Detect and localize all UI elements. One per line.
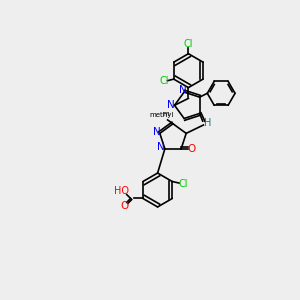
Text: N: N [157,142,165,152]
Text: H: H [204,118,211,128]
Text: HO: HO [114,186,129,196]
Text: Cl: Cl [178,179,188,189]
Text: methyl: methyl [149,112,174,118]
Text: N: N [179,85,187,95]
Text: Cl: Cl [160,76,169,86]
Text: N: N [153,127,160,137]
Text: N: N [167,100,175,110]
Text: O: O [120,201,129,211]
Text: m: m [162,111,169,117]
Text: O: O [188,144,196,154]
Text: Cl: Cl [184,40,193,50]
